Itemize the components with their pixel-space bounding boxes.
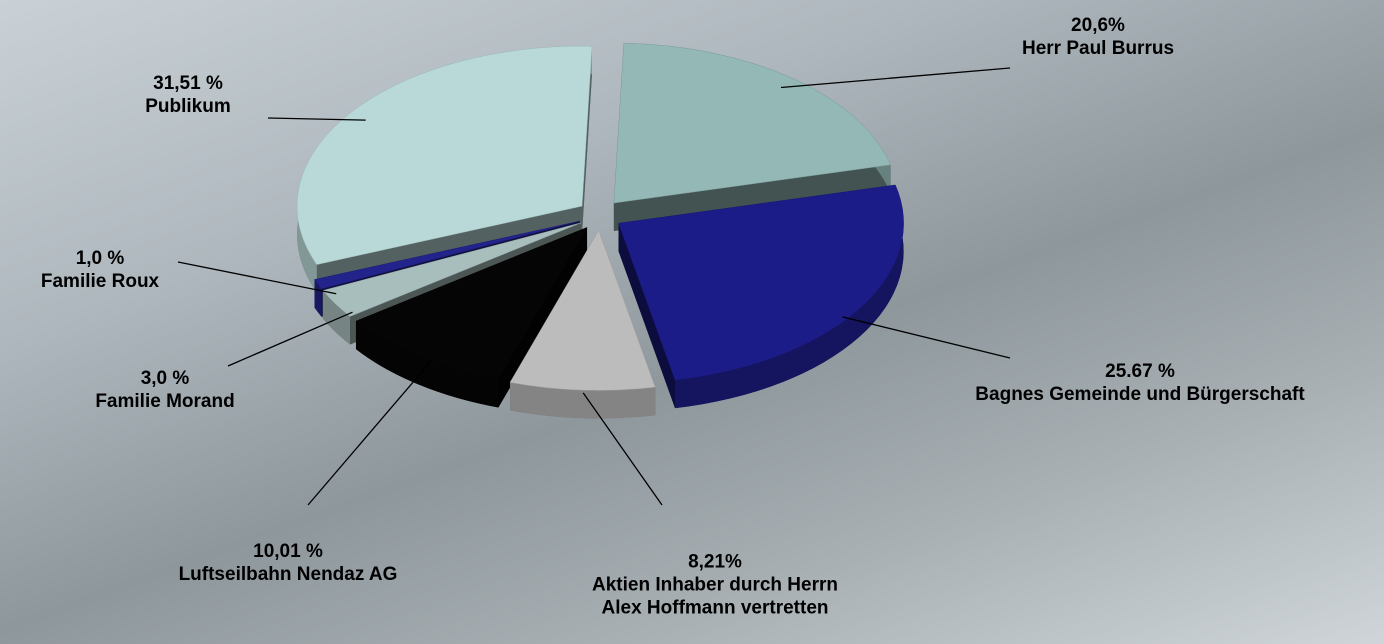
leader-line — [177, 261, 337, 295]
category-label: Herr Paul Burrus — [1021, 38, 1175, 59]
slice — [314, 220, 580, 290]
category-label: Luftseilbahn Nendaz AG — [178, 564, 398, 585]
value-label: 25.67 % — [1105, 361, 1175, 382]
slice — [296, 45, 593, 265]
category-label: Familie Roux — [40, 271, 160, 292]
leader-line — [842, 316, 1011, 359]
slice — [613, 42, 891, 204]
value-label: 8,21% — [688, 551, 742, 573]
slice-label: 10,01 % Luftseilbahn Nendaz AG — [179, 540, 398, 586]
slice-wall — [618, 223, 676, 409]
category-label: Aktien Inhaber durch Herrn Alex Hoffmann… — [592, 574, 838, 619]
slice-group — [509, 229, 656, 419]
slice-label: 3,0 % Familie Morand — [95, 367, 234, 413]
category-label: Publikum — [145, 96, 231, 117]
leader-line — [267, 117, 366, 121]
category-label: Bagnes Gemeinde und Bürgerschaft — [975, 384, 1305, 405]
slice-label: 25.67 % Bagnes Gemeinde und Bürgerschaft — [975, 360, 1304, 406]
slice — [509, 229, 656, 391]
leader-line — [307, 361, 432, 506]
slice-label: 31,51 % Publikum — [145, 72, 231, 118]
pie — [296, 42, 904, 419]
slice — [618, 184, 904, 381]
value-label: 31,51 % — [153, 73, 223, 94]
slice-wall — [582, 46, 592, 235]
slice-label: 8,21% Aktien Inhaber durch Herrn Alex Hof… — [585, 551, 845, 620]
value-label: 1,0 % — [75, 248, 125, 269]
slice-edge — [322, 290, 350, 345]
slice-edge — [510, 382, 656, 419]
slice-wall — [498, 227, 588, 408]
slice — [355, 226, 588, 380]
value-label: 3,0 % — [140, 368, 190, 389]
leader-line — [582, 392, 663, 506]
slice-edge — [314, 279, 322, 317]
slice-group — [618, 184, 904, 409]
slice-label: 20,6% Herr Paul Burrus — [1022, 14, 1174, 60]
category-label: Familie Morand — [95, 391, 235, 412]
slice-label: 1,0 % Familie Roux — [41, 247, 159, 293]
slice-group — [355, 226, 588, 408]
leader-line — [780, 67, 1011, 89]
value-label: 20,6% — [1071, 15, 1125, 36]
slice-edge — [675, 184, 904, 409]
leader-line — [227, 311, 353, 367]
slice-edge — [355, 321, 499, 408]
value-label: 10,01 % — [253, 541, 323, 562]
